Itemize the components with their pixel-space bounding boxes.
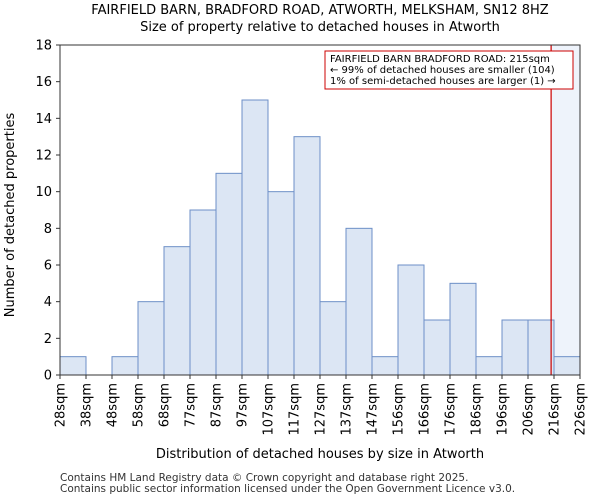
annotation-line-2: ← 99% of detached houses are smaller (10… — [330, 65, 555, 76]
x-tick-label: 97sqm — [236, 383, 251, 427]
x-tick-label: 107sqm — [262, 383, 277, 436]
marker-highlight-region — [551, 45, 580, 375]
x-tick-label: 226sqm — [574, 383, 589, 436]
bar-127sqm — [319, 301, 347, 376]
y-tick-label: 16 — [35, 75, 52, 90]
x-tick-label: 196sqm — [496, 383, 511, 436]
bar-87sqm — [215, 172, 243, 376]
x-tick-label: 176sqm — [444, 383, 459, 436]
bar-77sqm — [189, 209, 217, 376]
y-tick-label: 8 — [44, 222, 52, 237]
x-tick-label: 137sqm — [340, 383, 355, 436]
y-tick-label: 14 — [35, 112, 52, 127]
bar-137sqm — [345, 227, 373, 376]
x-tick-label: 186sqm — [470, 383, 485, 436]
x-tick-label: 68sqm — [158, 383, 173, 427]
bar-97sqm — [241, 99, 269, 376]
plot-frame — [59, 44, 581, 376]
y-tick-label: 6 — [44, 259, 52, 274]
bar-206sqm — [527, 319, 555, 376]
bar-117sqm — [293, 136, 321, 376]
bar-58sqm — [137, 301, 165, 376]
x-tick-label: 206sqm — [522, 383, 537, 436]
y-tick-label: 12 — [35, 149, 52, 164]
y-tick-label: 18 — [35, 39, 52, 54]
x-tick-label: 127sqm — [314, 383, 329, 436]
bar-48sqm — [111, 356, 139, 376]
x-tick-label: 48sqm — [106, 383, 121, 427]
footer-line-2: Contains public sector information licen… — [60, 483, 516, 495]
y-tick-label: 0 — [44, 369, 52, 384]
x-tick-label: 216sqm — [548, 383, 563, 436]
annotation-box: FAIRFIELD BARN BRADFORD ROAD: 215sqm ← 9… — [324, 50, 574, 90]
x-tick-label: 77sqm — [184, 383, 199, 427]
x-axis-label: Distribution of detached houses by size … — [156, 447, 484, 462]
bar-156sqm — [397, 264, 425, 376]
y-axis-ticks: 0 2 4 6 8 10 12 14 16 18 — [35, 39, 60, 384]
y-axis-label: Number of detached properties — [3, 113, 18, 318]
x-tick-label: 166sqm — [418, 383, 433, 436]
y-tick-label: 2 — [44, 332, 52, 347]
bar-107sqm — [267, 191, 295, 376]
bar-147sqm — [371, 356, 399, 376]
bar-176sqm — [449, 282, 477, 376]
x-tick-label: 87sqm — [210, 383, 225, 427]
footer-line-1: Contains HM Land Registry data © Crown c… — [60, 472, 469, 484]
x-tick-label: 156sqm — [392, 383, 407, 436]
bar-68sqm — [163, 246, 191, 376]
bar-166sqm — [423, 319, 451, 376]
x-tick-label: 58sqm — [132, 383, 147, 427]
x-tick-label: 147sqm — [366, 383, 381, 436]
x-tick-label: 28sqm — [54, 383, 69, 427]
bar-196sqm — [501, 319, 529, 376]
annotation-line-3: 1% of semi-detached houses are larger (1… — [330, 76, 556, 87]
bar-186sqm — [475, 356, 503, 376]
annotation-line-1: FAIRFIELD BARN BRADFORD ROAD: 215sqm — [330, 54, 550, 65]
chart-title: FAIRFIELD BARN, BRADFORD ROAD, ATWORTH, … — [91, 3, 548, 18]
x-tick-label: 117sqm — [288, 383, 303, 436]
x-axis-ticks: 28sqm 38sqm 48sqm 58sqm 68sqm 77sqm 87sqm 97sqm… — [54, 375, 589, 436]
y-tick-label: 4 — [44, 295, 52, 310]
bar-216sqm — [553, 356, 581, 376]
chart: FAIRFIELD BARN, BRADFORD ROAD, ATWORTH, … — [3, 3, 589, 462]
bars-group — [59, 99, 581, 376]
chart-subtitle: Size of property relative to detached ho… — [140, 20, 500, 35]
x-tick-label: 38sqm — [80, 383, 95, 427]
bar-28sqm — [59, 356, 87, 376]
y-tick-label: 10 — [35, 185, 52, 200]
